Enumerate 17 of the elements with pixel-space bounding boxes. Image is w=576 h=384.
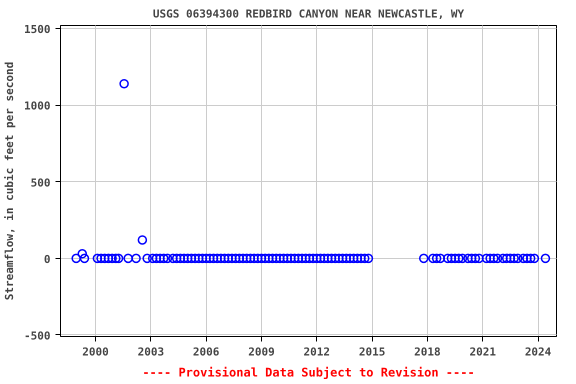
x-tick-label: 2006 bbox=[192, 346, 220, 358]
x-tick-label: 2009 bbox=[248, 346, 275, 358]
x-tick-label: 2018 bbox=[414, 346, 441, 358]
y-tick-label: 500 bbox=[30, 176, 51, 190]
x-tick-label: 2015 bbox=[358, 346, 386, 358]
text: ---- Provisional Data Subject to Revision ---- bbox=[142, 366, 475, 380]
x-tick-label: 2000 bbox=[82, 346, 109, 358]
y-tick-label: 1500 bbox=[24, 23, 51, 36]
x-tick-label: 2003 bbox=[138, 346, 164, 358]
y-axis-title: Streamflow, in cubic feet per second bbox=[3, 62, 16, 300]
y-tick-label: -500 bbox=[24, 329, 51, 342]
y-tick-label: 1000 bbox=[24, 100, 51, 113]
y-tick-label: 0 bbox=[44, 252, 50, 266]
x-tick-label: 2012 bbox=[304, 346, 330, 358]
x-tick-label: 2021 bbox=[470, 346, 496, 358]
chart-title: USGS 06394300 REDBIRD CANYON NEAR NEWCASTLE, WY bbox=[152, 8, 465, 20]
x-tick-label: 2024 bbox=[524, 346, 552, 358]
